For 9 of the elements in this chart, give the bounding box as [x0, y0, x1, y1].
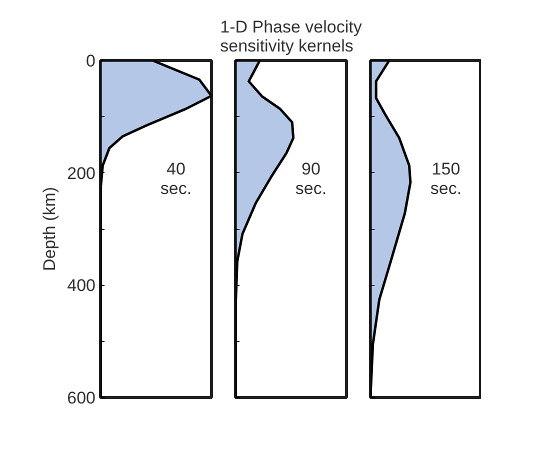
chart-title: 1-D Phase velocity sensitivity kernels: [220, 18, 362, 56]
y-tick-label: 200: [67, 164, 96, 183]
text: 150 sec.: [430, 159, 462, 198]
y-axis-title: Depth (km): [40, 186, 60, 272]
text: 90 sec.: [295, 159, 327, 198]
y-tick-label: 0: [86, 52, 96, 70]
annotation: 40 sec.: [160, 159, 192, 198]
y-tick-label: 600: [67, 388, 96, 408]
y-tick-label: 400: [67, 276, 96, 296]
